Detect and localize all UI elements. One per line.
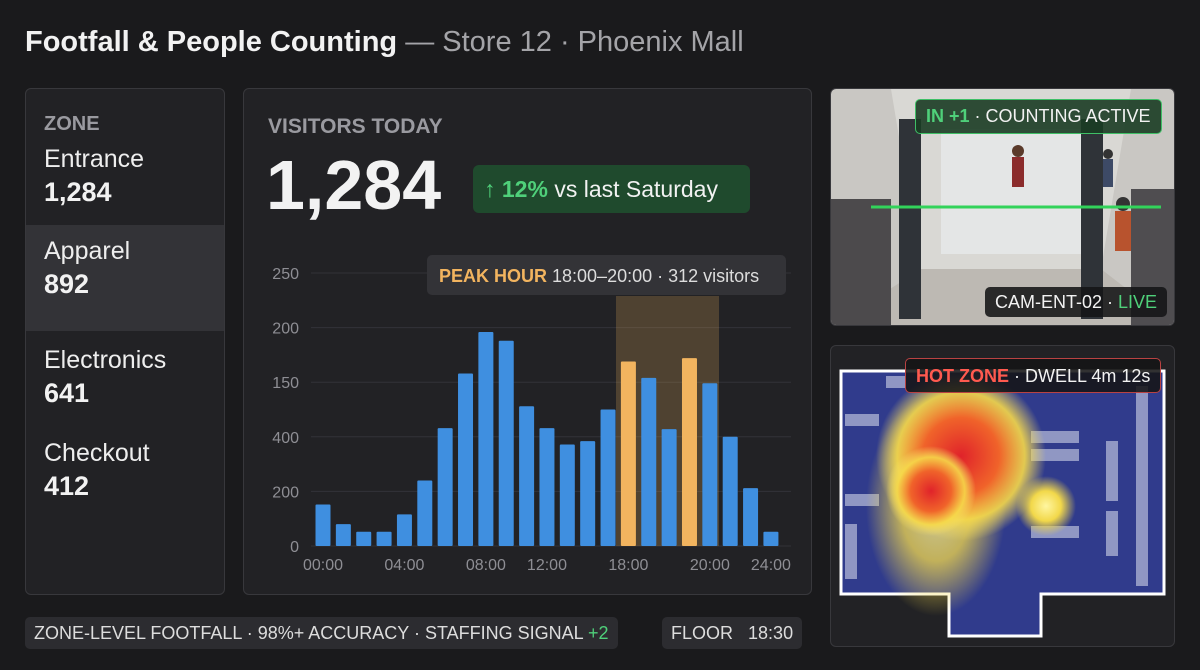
subtitle: — Store 12 · Phoenix Mall <box>405 26 744 58</box>
visitors-total: 1,284 <box>266 146 442 224</box>
zone-row[interactable]: Electronics 641 <box>26 334 224 440</box>
bar <box>743 488 759 546</box>
change-note: vs last Saturday <box>554 176 718 202</box>
bar <box>437 428 453 546</box>
y-tick-label: 400 <box>272 430 299 447</box>
bar <box>661 429 677 546</box>
bar <box>600 409 616 546</box>
annotation-text: 18:00–20:00 · 312 visitors <box>552 266 759 286</box>
live-status: LIVE <box>1118 292 1158 312</box>
x-tick-label: 08:00 <box>466 557 506 574</box>
annotation-box <box>427 255 786 295</box>
title-row: Footfall & People Counting — Store 12 · … <box>25 26 744 59</box>
bar <box>519 406 535 546</box>
bar <box>376 531 392 546</box>
visitors-label: VISITORS TODAY <box>268 115 443 138</box>
count-status: · COUNTING ACTIVE <box>974 106 1151 126</box>
bar <box>356 531 372 546</box>
bar <box>763 531 779 546</box>
x-tick-label: 12:00 <box>527 557 567 574</box>
y-tick-label: 150 <box>272 375 299 392</box>
bar <box>478 331 494 546</box>
bar <box>458 373 474 546</box>
footer-summary: ZONE-LEVEL FOOTFALL · 98%+ ACCURACY · ST… <box>25 617 618 649</box>
bar <box>641 377 657 546</box>
zone-count: 892 <box>44 269 90 299</box>
x-tick-label: 04:00 <box>384 557 424 574</box>
hot-zone-tag: HOT ZONE · DWELL 4m 12s <box>905 358 1162 393</box>
zone-name: Apparel <box>44 237 131 265</box>
bar <box>417 480 433 546</box>
zone-name: Checkout <box>44 439 150 467</box>
floor-label: FLOOR <box>671 623 734 643</box>
heatmap-panel: HOT ZONE · DWELL 4m 12s <box>830 345 1175 647</box>
zone-count: 641 <box>44 378 90 408</box>
zone-count: 1,284 <box>44 177 112 207</box>
zone-row[interactable]: Checkout 412 <box>26 427 224 533</box>
heatmap <box>839 369 1166 638</box>
visitors-panel: PEAK HOUR 18:00–20:00 · 312 visitors 0 200… <box>243 88 812 595</box>
chart: PEAK HOUR 18:00–20:00 · 312 visitors 0 200… <box>272 255 791 574</box>
x-tick-label: 20:00 <box>690 557 730 574</box>
bar <box>315 504 331 546</box>
staffing-signal: +2 <box>587 623 609 643</box>
bar <box>702 383 718 546</box>
bar <box>539 428 555 546</box>
bar <box>681 358 697 546</box>
x-tick-label: 00:00 <box>303 557 343 574</box>
zone-row[interactable]: Entrance 1,284 <box>26 133 224 239</box>
bar <box>498 340 514 546</box>
camera-id: CAM-ENT-02 · <box>995 292 1114 312</box>
change: ↑ 12% <box>484 176 548 202</box>
y-tick-label: 200 <box>272 484 299 501</box>
zone-name: Electronics <box>44 346 167 374</box>
count-delta: IN +1 <box>926 106 970 126</box>
bar <box>559 444 575 546</box>
annotation: PEAK HOUR 18:00–20:00 · 312 visitors <box>439 266 759 286</box>
y-tick-label: 250 <box>272 266 299 283</box>
title: Footfall & People Counting <box>25 26 398 58</box>
bar <box>580 441 596 546</box>
bar <box>620 361 636 546</box>
bar <box>722 436 738 546</box>
footer-text: ZONE-LEVEL FOOTFALL · 98%+ ACCURACY · ST… <box>34 623 583 643</box>
zone-count: 412 <box>44 471 90 501</box>
x-tick-label: 18:00 <box>608 557 648 574</box>
floor-time: FLOOR 18:30 <box>662 617 803 649</box>
annotation-label: PEAK HOUR <box>439 266 547 286</box>
camera-label: CAM-ENT-02 · LIVE <box>985 287 1168 317</box>
camera-panel: IN +1 · COUNTING ACTIVE CAM-ENT-02 · LIV… <box>830 88 1175 326</box>
change-badge: ↑ 12% vs last Saturday <box>473 165 750 213</box>
floor-clock: 18:30 <box>748 623 794 643</box>
dwell-time: · DWELL 4m 12s <box>1014 366 1151 386</box>
y-tick-label: 0 <box>290 539 299 556</box>
bar <box>396 514 412 546</box>
x-tick-label: 24:00 <box>751 557 791 574</box>
zone-heading: ZONE <box>44 113 100 135</box>
y-tick-label: 200 <box>272 321 299 338</box>
zone-panel: ZONE Entrance 1,284 Apparel 892 Electronic… <box>25 88 225 595</box>
zone-name: Entrance <box>44 145 145 173</box>
counting-status: IN +1 · COUNTING ACTIVE <box>915 99 1162 134</box>
zone-row[interactable]: Apparel 892 <box>26 225 224 331</box>
bar <box>335 524 351 546</box>
hot-zone-label: HOT ZONE <box>916 366 1009 386</box>
